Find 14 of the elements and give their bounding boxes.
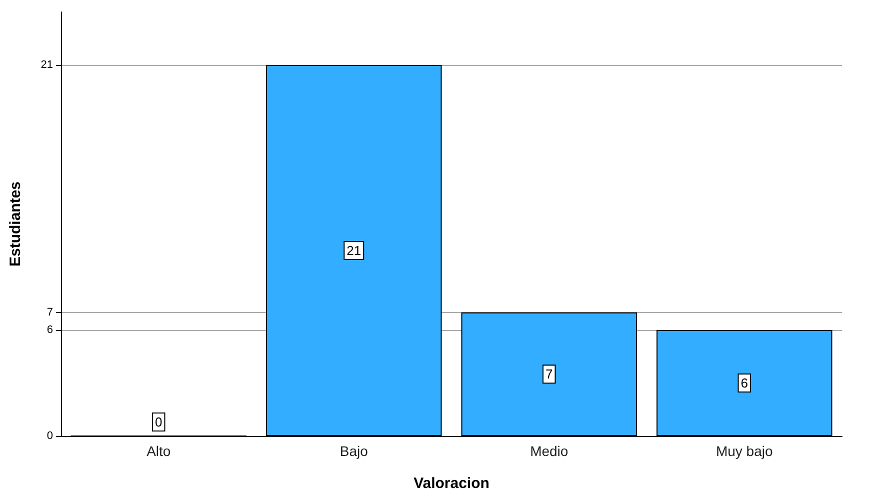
x-tick-label: Muy bajo: [716, 443, 773, 459]
y-tick-label: 21: [40, 59, 53, 71]
y-tick-label: 0: [46, 430, 53, 442]
y-axis-title: Estudiantes: [7, 181, 24, 267]
y-tick-label: 6: [46, 324, 53, 336]
x-axis-title: Valoracion: [414, 475, 490, 492]
data-label: 7: [546, 366, 553, 382]
data-label: 0: [155, 414, 162, 430]
data-label: 6: [740, 376, 748, 390]
x-tick-label: Bajo: [340, 443, 368, 459]
y-tick-label: 7: [46, 306, 53, 318]
x-tick-label: Alto: [146, 443, 171, 459]
x-tick-label: Medio: [530, 443, 568, 459]
data-label: 21: [346, 243, 362, 258]
